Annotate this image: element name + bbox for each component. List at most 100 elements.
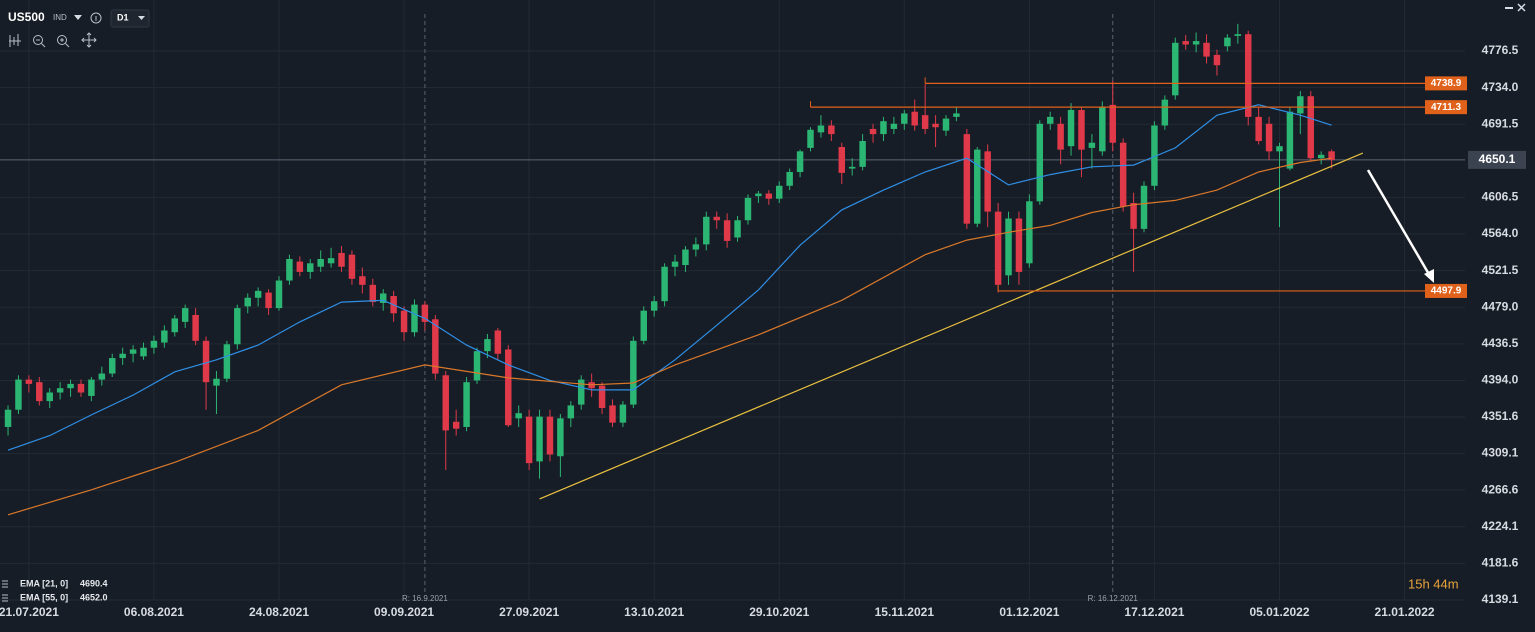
candle-body — [1078, 109, 1085, 150]
candle-body — [150, 340, 158, 348]
candle-body — [36, 382, 43, 402]
candle-body — [171, 318, 179, 333]
candle-body — [984, 151, 991, 212]
candle-body — [577, 379, 585, 405]
candle-body — [640, 310, 647, 341]
level-label: 4711.3 — [1431, 102, 1461, 113]
plot — [0, 23, 1465, 516]
candle-body — [265, 292, 272, 309]
candle-body — [515, 413, 522, 419]
candle-body — [953, 113, 960, 117]
candle-body — [963, 134, 971, 224]
candle-body — [1307, 96, 1314, 159]
candle-body — [1046, 116, 1054, 124]
x-tick-label: 29.10.2021 — [749, 605, 809, 619]
candle-body — [1161, 99, 1169, 126]
candle-body — [828, 125, 835, 135]
candle-body — [1276, 146, 1283, 152]
x-tick-label: 01.12.2021 — [999, 605, 1059, 619]
candle-body — [109, 358, 116, 374]
x-tick-label: 06.08.2021 — [124, 605, 184, 619]
marker-label: R: 16.9.2021 — [402, 594, 448, 603]
candle-body — [67, 383, 74, 389]
candle-body — [1297, 96, 1304, 114]
y-tick-label: 4181.6 — [1482, 556, 1519, 570]
candle-body — [1119, 142, 1127, 207]
dropdown[interactable] — [74, 15, 82, 20]
y-tick-label: 4734.0 — [1482, 80, 1519, 94]
candle-body — [1224, 37, 1231, 47]
candle-body — [1192, 41, 1200, 45]
candle-body — [650, 301, 658, 311]
y-tick-label: 4436.5 — [1482, 336, 1519, 350]
candle-body — [682, 249, 689, 266]
legend-icon — [2, 580, 8, 588]
candle-body — [1172, 42, 1179, 96]
candle-body — [494, 330, 502, 354]
candle-body — [723, 220, 731, 241]
candle-body — [411, 304, 418, 333]
arrow-head — [1424, 269, 1434, 283]
legend-name: EMA [21, 0] — [20, 578, 68, 588]
legend-value: 4690.4 — [80, 578, 108, 588]
candle-body — [796, 151, 804, 173]
level-tag — [1425, 100, 1467, 115]
zoom-out-icon[interactable] — [33, 35, 43, 45]
level-label: 4497.9 — [1431, 286, 1462, 297]
close-icon[interactable] — [1517, 3, 1526, 12]
candle-body — [56, 388, 64, 393]
candle-body — [379, 293, 387, 303]
candle-body — [1067, 109, 1075, 147]
candle-body — [1265, 123, 1273, 152]
candle-body — [473, 351, 481, 381]
candle-body — [1203, 42, 1210, 57]
candle-body — [1109, 104, 1116, 143]
legend-name: EMA [55, 0] — [20, 592, 68, 602]
indicator-icon[interactable] — [9, 34, 21, 47]
candle-body — [567, 405, 575, 419]
y-tick-label: 4224.1 — [1482, 519, 1519, 533]
y-tick-label: 4521.5 — [1482, 263, 1519, 277]
y-tick-label: 4266.6 — [1482, 482, 1519, 496]
candle-body — [921, 115, 929, 129]
candle-body — [1005, 218, 1012, 276]
candle-body — [77, 383, 85, 393]
candle-body — [890, 123, 898, 129]
x-tick-label: 15.11.2021 — [875, 605, 935, 619]
zoom-in-icon[interactable] — [57, 35, 67, 45]
legend-value: 4652.0 — [80, 592, 108, 602]
x-tick-label: 17.12.2021 — [1124, 605, 1184, 619]
candle-body — [234, 308, 241, 345]
marker-label: R: 16.12.2021 — [1088, 594, 1139, 603]
candle-body — [254, 290, 262, 298]
candle-body — [598, 385, 606, 409]
instrument-kind: IND — [53, 13, 67, 22]
y-tick-label: 4351.6 — [1482, 409, 1519, 423]
info-icon[interactable] — [90, 12, 102, 24]
countdown: 15h 44m — [1408, 576, 1459, 591]
x-tick-label: 21.07.2021 — [0, 605, 59, 619]
ema-line — [7, 157, 1332, 516]
candle-body — [557, 418, 564, 457]
symbol[interactable]: US500 — [8, 10, 45, 24]
candle-body — [359, 276, 366, 285]
candle-body — [4, 409, 12, 427]
candle-body — [1244, 34, 1252, 117]
candle-body — [140, 347, 147, 357]
candle-body — [734, 220, 741, 238]
trendline — [539, 152, 1364, 500]
dropdown — [138, 16, 145, 20]
minimize-icon[interactable] — [1505, 7, 1513, 9]
timeframe-box[interactable] — [110, 9, 150, 28]
candle-body — [744, 197, 752, 221]
candle-body — [671, 261, 679, 267]
candle-body — [317, 259, 324, 267]
y-tick-label: 4139.1 — [1482, 592, 1519, 606]
candle-body — [630, 340, 637, 405]
candle-body — [1130, 203, 1137, 229]
candle-body — [848, 166, 856, 169]
candle-body — [307, 263, 314, 272]
move-icon[interactable] — [81, 32, 97, 48]
level-tag — [1425, 283, 1467, 298]
candle-body — [181, 308, 189, 322]
